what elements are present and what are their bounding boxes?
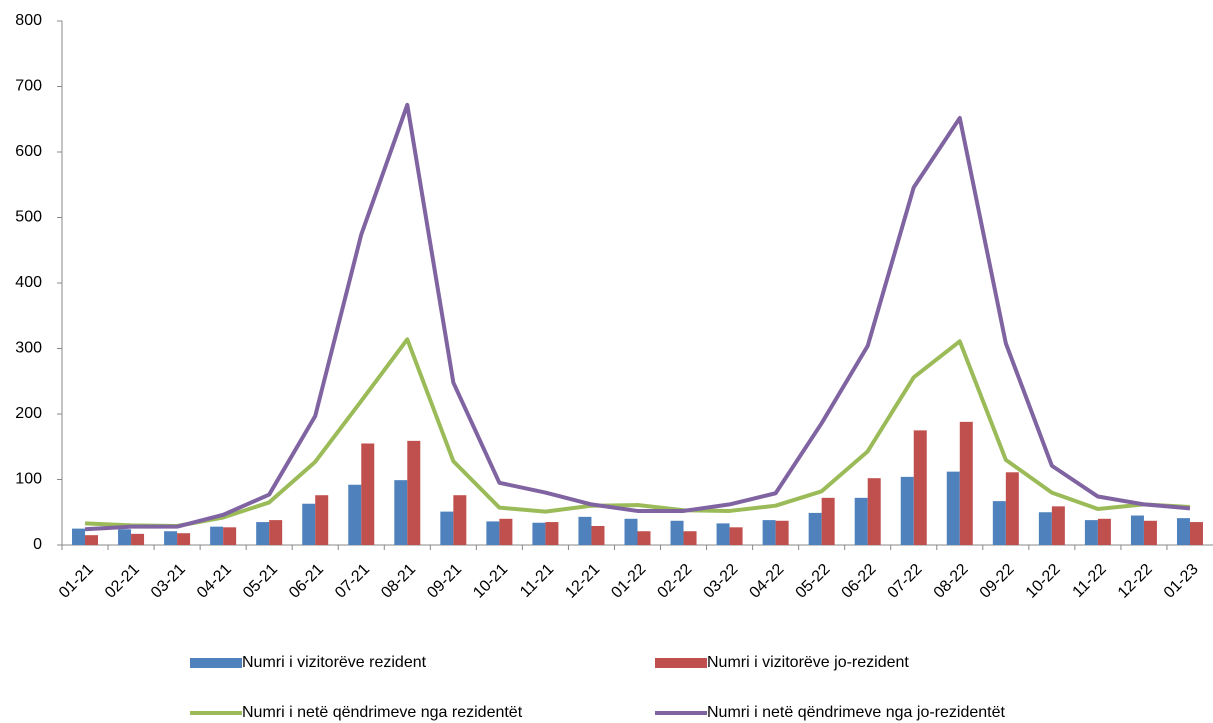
x-tick-label: 10-21: [470, 561, 511, 602]
bar: [683, 531, 697, 545]
bar: [223, 527, 237, 545]
bar: [1051, 506, 1065, 545]
x-tick-label: 02-21: [102, 561, 143, 602]
x-tick-label: 07-21: [332, 561, 373, 602]
bar: [532, 522, 546, 545]
bar: [775, 520, 789, 545]
x-tick-label: 10-22: [1023, 561, 1064, 602]
legend-label: Numri i vizitorëve rezident: [242, 654, 427, 671]
bar: [361, 443, 375, 545]
x-tick-label: 02-22: [654, 561, 695, 602]
x-tick-label: 11-21: [517, 561, 557, 601]
y-tick-label: 0: [33, 536, 42, 553]
bar: [1084, 520, 1098, 545]
bar: [545, 522, 559, 545]
bar: [118, 529, 132, 545]
bar: [1038, 512, 1052, 545]
y-tick-label: 300: [15, 340, 42, 357]
bar: [486, 521, 500, 545]
bar: [821, 497, 835, 545]
x-tick-label: 04-22: [746, 561, 787, 602]
bar: [900, 476, 914, 545]
bar: [637, 531, 651, 545]
legend-swatch: [190, 658, 242, 668]
bar: [729, 527, 743, 545]
bar: [716, 523, 730, 545]
x-tick-label: 07-22: [885, 561, 926, 602]
bar: [348, 484, 362, 545]
x-tick-label: 09-22: [977, 561, 1018, 602]
x-tick-label: 05-21: [240, 561, 281, 602]
bar: [959, 421, 973, 545]
bar: [302, 503, 316, 545]
bar: [394, 480, 408, 545]
x-tick-label: 01-22: [608, 561, 649, 602]
bar: [407, 440, 421, 545]
x-tick-label: 04-21: [194, 561, 235, 602]
bar: [1097, 518, 1111, 545]
bar: [992, 501, 1006, 545]
y-tick-label: 100: [15, 471, 42, 488]
x-tick-label: 08-22: [931, 561, 972, 602]
bar: [578, 516, 592, 545]
bar: [499, 518, 513, 545]
y-tick-label: 800: [15, 12, 42, 29]
y-tick-label: 500: [15, 209, 42, 226]
bar: [269, 520, 283, 545]
bar: [1005, 472, 1019, 545]
legend-swatch: [655, 658, 707, 668]
bar: [85, 535, 99, 545]
bar: [210, 526, 224, 545]
bar: [131, 533, 145, 545]
bar: [1189, 522, 1203, 545]
bar: [1176, 518, 1190, 545]
x-tick-label: 05-22: [793, 561, 834, 602]
bar: [808, 512, 822, 545]
x-tick-label: 08-21: [378, 561, 419, 602]
line: [84, 337, 1191, 529]
bar: [946, 471, 960, 545]
bar: [867, 478, 881, 545]
y-tick-label: 700: [15, 78, 42, 95]
x-tick-label: 03-22: [700, 561, 741, 602]
x-tick-label: 01-21: [56, 561, 97, 602]
bar: [177, 533, 191, 545]
line: [84, 102, 1191, 532]
y-tick-label: 200: [15, 405, 42, 422]
y-tick-label: 600: [15, 143, 42, 160]
legend-label: Numri i vizitorëve jo-rezident: [707, 654, 909, 671]
x-tick-label: 06-21: [286, 561, 327, 602]
bar: [256, 522, 270, 545]
bar: [624, 518, 638, 545]
legend-label: Numri i netë qëndrimeve nga jo-rezidentë…: [707, 704, 1005, 721]
bar: [440, 511, 454, 545]
bar: [164, 531, 178, 545]
bar: [315, 495, 329, 545]
bar: [591, 526, 605, 545]
bar: [1143, 520, 1157, 545]
x-tick-label: 12-21: [562, 561, 603, 602]
x-tick-label: 01-23: [1161, 561, 1202, 602]
x-tick-label: 03-21: [148, 561, 189, 602]
x-tick-label: 11-22: [1070, 561, 1110, 601]
legend-label: Numri i netë qëndrimeve nga rezidentët: [242, 704, 523, 721]
bar: [72, 528, 86, 545]
x-tick-label: 12-22: [1115, 561, 1156, 602]
x-tick-label: 06-22: [839, 561, 880, 602]
x-tick-label: 09-21: [424, 561, 465, 602]
y-tick-label: 400: [15, 274, 42, 291]
bar: [913, 430, 927, 545]
bar: [1130, 515, 1144, 545]
bar: [670, 520, 684, 545]
bar: [762, 520, 776, 545]
bar: [453, 495, 467, 545]
bar: [854, 497, 868, 545]
